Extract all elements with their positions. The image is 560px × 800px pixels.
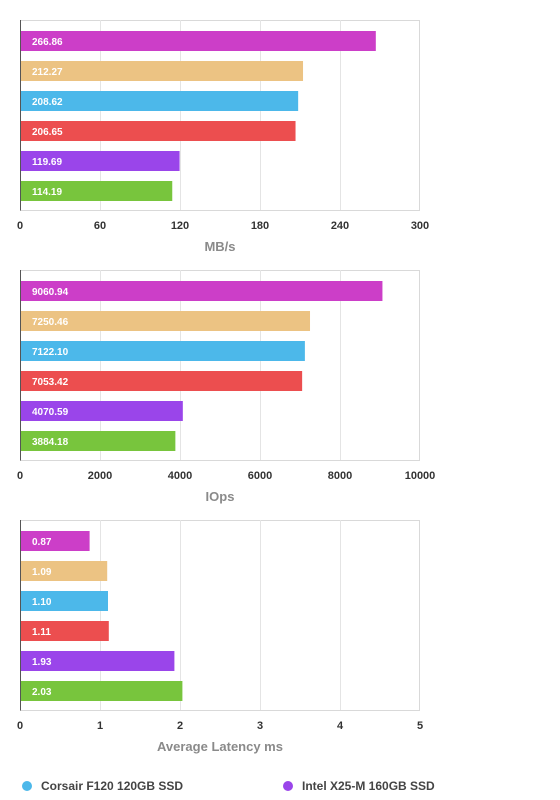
bar xyxy=(21,401,183,421)
bar-value-label: 1.93 xyxy=(32,657,52,668)
bar xyxy=(21,681,183,701)
chart-1: 266.86 212.27 208.62 206.65 119.69 114.19 0 60 1… xyxy=(17,20,429,254)
x-tick-label: 240 xyxy=(331,220,349,232)
x-axis-label: IOps xyxy=(206,489,235,504)
x-axis-label: MB/s xyxy=(204,239,235,254)
x-tick-label: 3 xyxy=(257,720,263,732)
legend-item-intel: Intel X25-M 160GB SSD xyxy=(283,776,435,796)
x-tick-label: 180 xyxy=(251,220,269,232)
x-tick-label: 1 xyxy=(97,720,103,732)
bar-value-label: 119.69 xyxy=(32,157,62,168)
bar-value-label: 1.09 xyxy=(32,567,52,578)
x-tick-label: 0 xyxy=(17,470,23,482)
bar xyxy=(21,121,296,141)
plot-frame xyxy=(20,20,420,211)
bar xyxy=(21,151,180,171)
legend-item-corsair: Corsair F120 120GB SSD xyxy=(22,776,183,796)
bar-value-label: 0.87 xyxy=(32,537,52,548)
bar-value-label: 2.03 xyxy=(32,687,52,698)
plot-frame xyxy=(20,270,420,461)
bar xyxy=(21,91,299,111)
bar xyxy=(21,531,90,551)
x-tick-label: 4000 xyxy=(168,470,192,482)
bar-value-label: 208.62 xyxy=(32,97,63,108)
bar xyxy=(21,651,175,671)
bar-value-label: 212.27 xyxy=(32,67,63,78)
legend-label: Corsair F120 120GB SSD xyxy=(41,779,184,793)
chart-3: 0.87 1.09 1.10 1.11 1.93 2.03 0 1 2 3 4 5 Average La… xyxy=(17,520,423,754)
bar xyxy=(21,31,376,51)
legend-dot-icon xyxy=(283,781,293,791)
bar xyxy=(21,61,304,81)
bar xyxy=(21,431,176,451)
bar-value-label: 9060.94 xyxy=(32,287,69,298)
x-tick-label: 4 xyxy=(337,720,344,732)
bar xyxy=(21,621,109,641)
x-tick-label: 5 xyxy=(417,720,423,732)
bar-value-label: 7053.42 xyxy=(32,377,69,388)
x-tick-label: 0 xyxy=(17,220,23,232)
x-tick-label: 0 xyxy=(17,720,23,732)
x-tick-label: 60 xyxy=(94,220,106,232)
bar-value-label: 114.19 xyxy=(32,187,62,198)
x-tick-label: 300 xyxy=(411,220,429,232)
bar xyxy=(21,281,383,301)
plot-frame xyxy=(20,520,420,711)
x-tick-label: 2 xyxy=(177,720,183,732)
bar-value-label: 206.65 xyxy=(32,127,63,138)
bar-value-label: 1.11 xyxy=(32,627,51,638)
x-tick-label: 10000 xyxy=(405,470,436,482)
x-tick-label: 2000 xyxy=(88,470,112,482)
bar-value-label: 266.86 xyxy=(32,37,63,48)
x-axis-label: Average Latency ms xyxy=(157,739,283,754)
bar-value-label: 3884.18 xyxy=(32,437,69,448)
legend-dot-icon xyxy=(22,781,32,791)
x-tick-label: 6000 xyxy=(248,470,272,482)
bar xyxy=(21,371,303,391)
bar xyxy=(21,561,108,581)
chart-2: 9060.94 7250.46 7122.10 7053.42 4070.59 3884.… xyxy=(17,270,435,504)
bar xyxy=(21,311,311,331)
x-tick-label: 8000 xyxy=(328,470,352,482)
bar-value-label: 7122.10 xyxy=(32,347,69,358)
bar xyxy=(21,181,173,201)
bar xyxy=(21,341,305,361)
bar-value-label: 4070.59 xyxy=(32,407,69,418)
bar-value-label: 7250.46 xyxy=(32,317,69,328)
legend-label: Intel X25-M 160GB SSD xyxy=(302,779,435,793)
bar-value-label: 1.10 xyxy=(32,597,52,608)
bar xyxy=(21,591,108,611)
x-tick-label: 120 xyxy=(171,220,189,232)
